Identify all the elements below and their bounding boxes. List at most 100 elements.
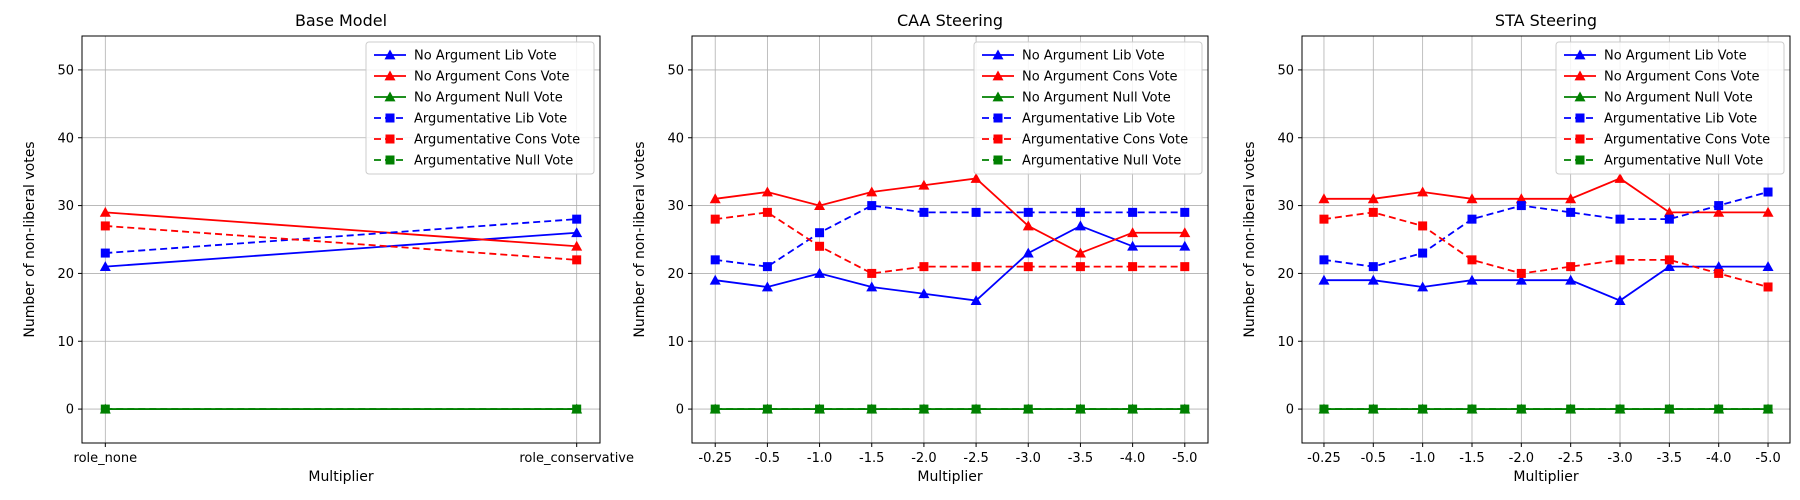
data-point [1762, 206, 1774, 217]
data-point [919, 404, 929, 414]
data-point [1566, 404, 1576, 414]
data-point [1664, 255, 1674, 265]
data-point [1318, 193, 1330, 204]
legend-entry: No Argument Lib Vote [1564, 49, 1747, 64]
data-point [1023, 262, 1033, 272]
data-point [1022, 220, 1034, 231]
data-point [1128, 207, 1138, 217]
x-tick-label: -0.25 [1307, 451, 1341, 466]
data-point [970, 295, 982, 305]
legend-box [1555, 41, 1785, 175]
data-point [100, 221, 110, 231]
data-point [1128, 404, 1138, 414]
legend-marker [1574, 70, 1586, 81]
series-line [715, 204, 1185, 268]
data-point [1516, 201, 1526, 211]
series-2 [99, 206, 583, 251]
data-point [1714, 404, 1724, 414]
data-point [1516, 404, 1526, 414]
data-point [1417, 281, 1429, 292]
data-point [1418, 404, 1428, 414]
legend-entry: No Argument Lib Vote [982, 49, 1165, 64]
series-line [715, 211, 1185, 275]
x-tick-label: -2.0 [911, 451, 936, 466]
legend: No Argument Lib Vote No Argument Cons Vot… [1555, 41, 1785, 175]
series-1 [709, 220, 1191, 305]
legend-label: No Argument Cons Vote [414, 70, 570, 85]
legend-entry: Argumentative Lib Vote [982, 112, 1175, 127]
data-point [1713, 261, 1725, 272]
series-5 [1319, 207, 1773, 292]
series-1 [99, 227, 583, 272]
data-point [1515, 193, 1527, 204]
data-point [1180, 207, 1190, 217]
x-axis-label: Multiplier [917, 469, 983, 485]
series-2 [709, 172, 1191, 258]
y-tick-label: 10 [667, 335, 684, 350]
x-tick-label: -2.5 [963, 451, 988, 466]
data-point [571, 227, 583, 238]
chart-title: STA Steering [1495, 11, 1597, 30]
series-line [1323, 265, 1769, 302]
chart-title: CAA Steering [897, 11, 1003, 30]
data-point [710, 404, 720, 414]
x-axis-label: Multiplier [1513, 469, 1579, 485]
data-point [1367, 274, 1379, 285]
series-line [1323, 191, 1769, 268]
x-tick-label: -1.0 [1410, 451, 1435, 466]
data-point [867, 201, 877, 211]
data-point [919, 262, 929, 272]
y-tick-label: 50 [57, 63, 74, 78]
data-point [1368, 262, 1378, 272]
legend-marker [992, 70, 1004, 81]
data-point [571, 240, 583, 251]
y-tick-label: 30 [1277, 199, 1294, 214]
data-point [761, 186, 773, 197]
legend-entry: No Argument Cons Vote [1564, 70, 1760, 85]
series-4 [1319, 187, 1773, 272]
legend-marker [992, 91, 1004, 102]
data-point [1319, 214, 1329, 224]
legend-entry: Argumentative Cons Vote [982, 133, 1188, 148]
data-point [1615, 214, 1625, 224]
series-5 [100, 221, 582, 265]
data-point [1763, 282, 1773, 292]
legend-marker [1574, 49, 1586, 60]
legend: No Argument Lib Vote No Argument Cons Vot… [365, 41, 595, 175]
data-point [1565, 274, 1577, 285]
legend-label: Argumentative Cons Vote [1604, 133, 1770, 148]
data-point [1467, 255, 1477, 265]
legend-label: Argumentative Null Vote [1022, 154, 1181, 169]
x-axis-label: Multiplier [308, 469, 374, 485]
data-point [1615, 404, 1625, 414]
data-point [1762, 261, 1774, 272]
data-point [762, 207, 772, 217]
data-point [1714, 268, 1724, 278]
plot-frame [691, 35, 1209, 444]
data-point [1127, 240, 1139, 251]
y-tick-label: 0 [66, 403, 74, 418]
series-6 [100, 404, 582, 414]
data-point [1763, 187, 1773, 197]
data-point [1023, 404, 1033, 414]
y-tick-label: 20 [57, 267, 74, 282]
data-point [100, 248, 110, 258]
x-tick-label: -1.0 [807, 451, 832, 466]
y-tick-label: 40 [57, 131, 74, 146]
legend-label: Argumentative Cons Vote [1022, 133, 1188, 148]
legend-marker [1575, 113, 1585, 123]
y-tick-label: 40 [667, 131, 684, 146]
legend-entry: No Argument Null Vote [982, 91, 1171, 106]
data-point [1023, 207, 1033, 217]
y-tick-label: 0 [676, 403, 684, 418]
series-line [105, 225, 577, 261]
data-point [815, 228, 825, 238]
y-tick-label: 40 [1277, 131, 1294, 146]
x-tick-label: role_none [74, 451, 138, 466]
legend-label: Argumentative Null Vote [414, 154, 573, 169]
data-point [971, 404, 981, 414]
data-point [710, 255, 720, 265]
x-tick-label: -3.5 [1657, 451, 1682, 466]
legend-label: No Argument Null Vote [1604, 91, 1753, 106]
